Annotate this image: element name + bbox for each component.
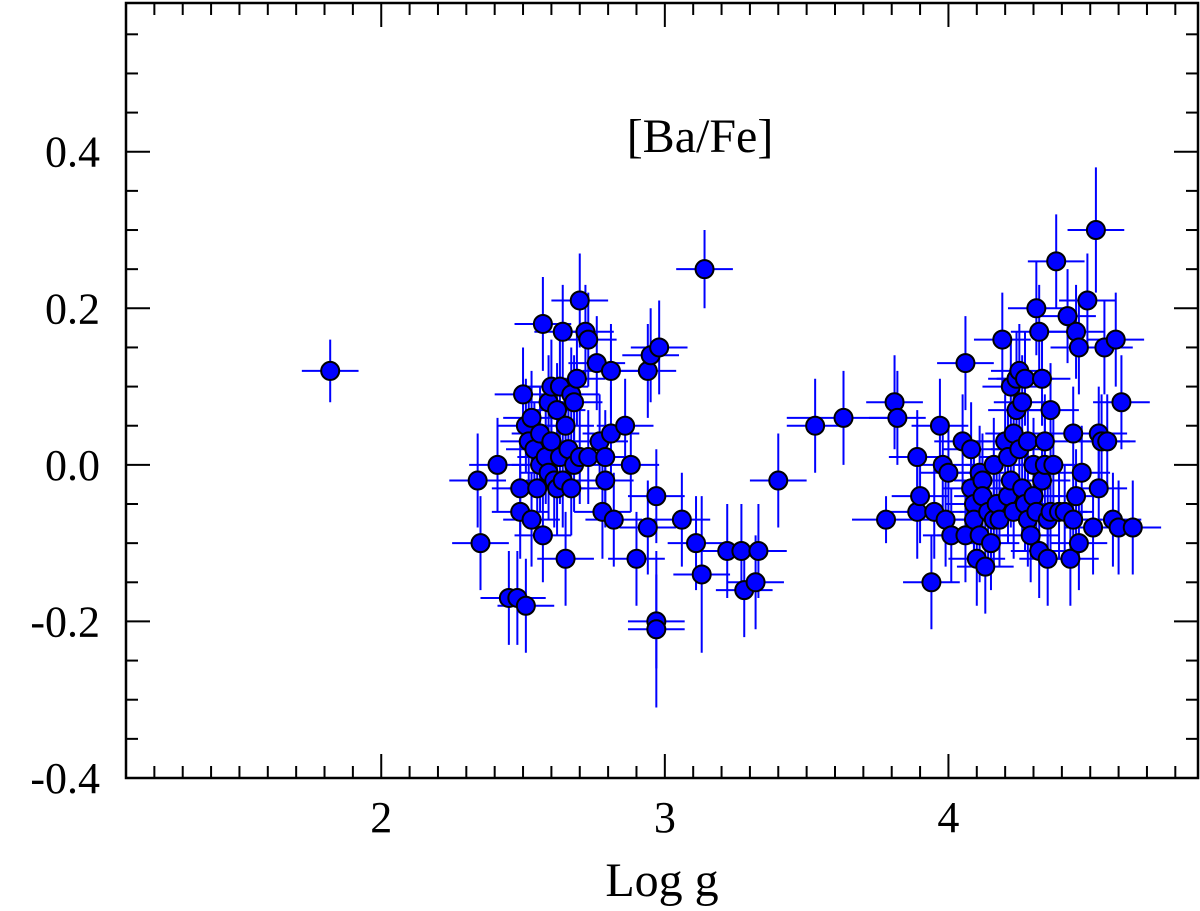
data-point (1020, 525, 1041, 546)
y-tick-label: 0.0 (45, 441, 100, 490)
data-point (1105, 329, 1126, 350)
data-point (1063, 423, 1084, 444)
data-point (1060, 548, 1081, 569)
data-point (1085, 220, 1106, 241)
data-point (626, 548, 647, 569)
data-point (595, 470, 616, 491)
data-point (1040, 400, 1061, 421)
data-point (745, 572, 766, 593)
data-point (1057, 306, 1078, 327)
data-point (555, 415, 576, 436)
data-point (1097, 431, 1118, 452)
data-point (992, 329, 1013, 350)
data-point (1026, 298, 1047, 319)
x-tick-label: 2 (370, 793, 392, 842)
data-point (600, 360, 621, 381)
data-point (521, 509, 542, 530)
data-point (547, 400, 568, 421)
data-point (955, 353, 976, 374)
data-point (532, 313, 553, 334)
data-point (887, 407, 908, 428)
data-point (1068, 533, 1089, 554)
data-point (320, 360, 341, 381)
data-point (1046, 251, 1067, 272)
data-point (521, 407, 542, 428)
data-point (876, 509, 897, 530)
data-point (907, 447, 928, 468)
y-tick-label: 0.4 (45, 128, 100, 177)
data-point (691, 564, 712, 585)
data-point (671, 509, 692, 530)
data-point (1088, 478, 1109, 499)
data-point (603, 509, 624, 530)
data-point (646, 486, 667, 507)
data-point (541, 431, 562, 452)
data-point (510, 478, 531, 499)
data-point (515, 595, 536, 616)
data-point (694, 259, 715, 280)
data-point (980, 533, 1001, 554)
data-point (1077, 290, 1098, 311)
data-point (805, 415, 826, 436)
data-point (975, 556, 996, 577)
chart-title: [Ba/Fe] (627, 110, 774, 163)
data-point (731, 540, 752, 561)
axis-ticks (126, 3, 1198, 779)
data-point (620, 454, 641, 475)
data-point (578, 329, 599, 350)
data-point (1122, 517, 1143, 538)
data-point (686, 533, 707, 554)
data-point (467, 470, 488, 491)
data-point (552, 321, 573, 342)
data-point (578, 447, 599, 468)
data-point (566, 368, 587, 389)
data-point (564, 392, 585, 413)
data-point (1034, 431, 1055, 452)
y-tick-label: -0.4 (30, 754, 100, 803)
data-point (748, 540, 769, 561)
data-point (532, 525, 553, 546)
y-tick-label: 0.2 (45, 284, 100, 333)
data-point (1012, 392, 1033, 413)
data-point (1068, 337, 1089, 358)
data-point (921, 572, 942, 593)
plot-frame (124, 1, 1200, 780)
data-point (1015, 368, 1036, 389)
data-point (1032, 368, 1053, 389)
x-axis-title: Log g (605, 854, 718, 907)
x-tick-label: 3 (654, 793, 676, 842)
data-point (938, 462, 959, 483)
data-point (569, 290, 590, 311)
data-point (646, 619, 667, 640)
data-point (961, 439, 982, 460)
data-point (561, 478, 582, 499)
data-point (910, 486, 931, 507)
data-point (1029, 321, 1050, 342)
data-point (637, 517, 658, 538)
data-point (1037, 548, 1058, 569)
data-point (768, 470, 789, 491)
data-point (929, 415, 950, 436)
data-point (487, 454, 508, 475)
data-point (615, 415, 636, 436)
data-point (555, 548, 576, 569)
data-point (1066, 486, 1087, 507)
data-point (1017, 431, 1038, 452)
data-point (1063, 509, 1084, 530)
data-point (649, 337, 670, 358)
data-point (595, 447, 616, 468)
data-point (1071, 462, 1092, 483)
data-point (527, 478, 548, 499)
data-point (513, 384, 534, 405)
tick-labels: 2 3 4 -0.4 -0.2 0.0 0.2 0.4 (30, 128, 959, 842)
x-tick-label: 4 (937, 793, 959, 842)
y-tick-label: -0.2 (30, 597, 100, 646)
data-point (1043, 454, 1064, 475)
points-layer (320, 220, 1143, 640)
data-point (1083, 517, 1104, 538)
data-point (1111, 392, 1132, 413)
data-point (470, 533, 491, 554)
data-point (833, 407, 854, 428)
